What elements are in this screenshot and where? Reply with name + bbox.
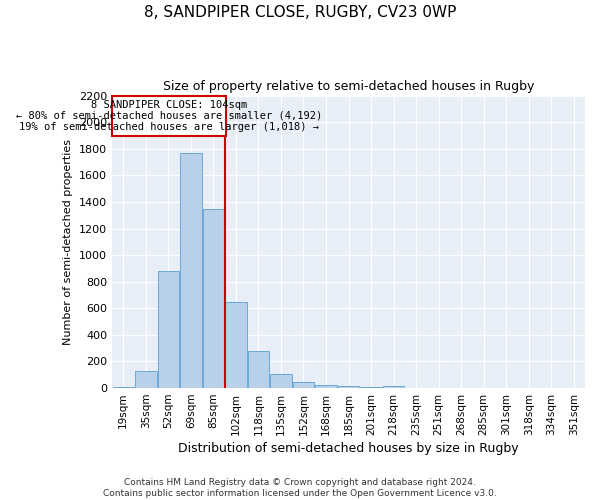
Bar <box>180 152 202 388</box>
FancyBboxPatch shape <box>112 96 226 136</box>
Text: Contains HM Land Registry data © Crown copyright and database right 2024.
Contai: Contains HM Land Registry data © Crown c… <box>103 478 497 498</box>
Bar <box>293 382 314 388</box>
Bar <box>158 271 179 388</box>
Text: 8, SANDPIPER CLOSE, RUGBY, CV23 0WP: 8, SANDPIPER CLOSE, RUGBY, CV23 0WP <box>144 5 456 20</box>
Text: ← 80% of semi-detached houses are smaller (4,192): ← 80% of semi-detached houses are smalle… <box>16 111 322 121</box>
Text: 19% of semi-detached houses are larger (1,018) →: 19% of semi-detached houses are larger (… <box>19 122 319 132</box>
Bar <box>203 208 224 388</box>
Bar <box>113 386 134 388</box>
X-axis label: Distribution of semi-detached houses by size in Rugby: Distribution of semi-detached houses by … <box>178 442 519 455</box>
Bar <box>383 386 404 388</box>
Title: Size of property relative to semi-detached houses in Rugby: Size of property relative to semi-detach… <box>163 80 534 93</box>
Y-axis label: Number of semi-detached properties: Number of semi-detached properties <box>64 139 73 345</box>
Bar <box>316 384 337 388</box>
Bar <box>135 371 157 388</box>
Bar <box>225 302 247 388</box>
Bar <box>270 374 292 388</box>
Bar <box>361 386 382 388</box>
Text: 8 SANDPIPER CLOSE: 104sqm: 8 SANDPIPER CLOSE: 104sqm <box>91 100 247 110</box>
Bar <box>338 386 359 388</box>
Bar <box>248 351 269 388</box>
